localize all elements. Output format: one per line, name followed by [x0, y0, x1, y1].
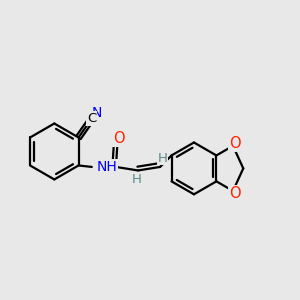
Text: N: N — [91, 106, 102, 121]
Text: C: C — [87, 112, 96, 125]
Text: H: H — [158, 152, 167, 165]
Text: NH: NH — [96, 160, 117, 174]
Text: O: O — [113, 131, 125, 146]
Text: O: O — [229, 136, 241, 151]
Text: H: H — [132, 173, 142, 186]
Text: O: O — [229, 186, 241, 201]
